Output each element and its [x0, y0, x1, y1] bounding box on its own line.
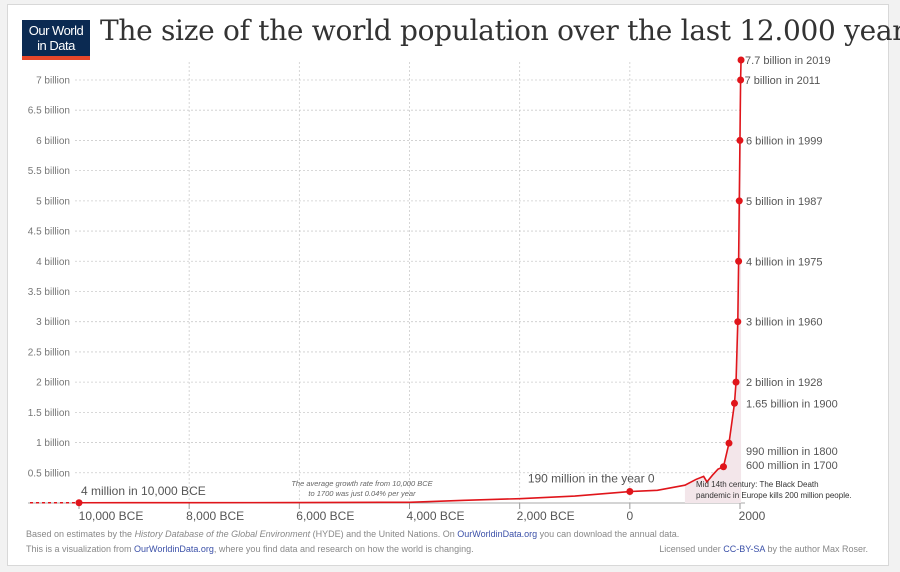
y-tick-label: 5 billion — [36, 196, 70, 207]
data-point — [735, 257, 743, 265]
owid-link[interactable]: OurWorldinData.org — [134, 544, 214, 554]
data-point — [75, 499, 83, 507]
shaded-area — [684, 59, 742, 503]
y-tick-label: 7 billion — [36, 75, 70, 86]
owid-logo[interactable]: Our World in Data — [22, 20, 90, 60]
footer-text: Based on estimates by the — [26, 529, 135, 539]
data-point-label: 6 billion in 1999 — [746, 135, 822, 147]
chart-frame — [7, 4, 889, 566]
data-point-label: 3 billion in 1960 — [746, 317, 822, 329]
data-point — [719, 463, 727, 471]
y-tick-label: 1 billion — [36, 438, 70, 449]
owid-link[interactable]: OurWorldinData.org — [457, 529, 538, 539]
footer-visualization: This is a visualization from OurWorldinD… — [26, 544, 474, 555]
y-tick-label: 4 billion — [36, 257, 70, 268]
data-point-label: 190 million in the year 0 — [528, 472, 655, 486]
y-tick-label: 5.5 billion — [28, 166, 70, 177]
footer-hyde: History Database of the Global Environme… — [134, 529, 311, 539]
population-line — [78, 59, 742, 504]
black-death-annotation: pandemic in Europe kills 200 million peo… — [696, 491, 852, 500]
x-tick-label: 2,000 BCE — [517, 509, 575, 523]
data-point — [732, 378, 740, 386]
footer-text: This is a visualization from — [26, 544, 135, 554]
data-point — [737, 76, 745, 84]
data-point-label: 990 million in 1800 — [746, 446, 838, 458]
y-tick-label: 2.5 billion — [28, 347, 70, 358]
growth-annotation: to 1700 was just 0.04% per year — [308, 489, 416, 498]
data-point-label: 1.65 billion in 1900 — [746, 398, 838, 410]
footer-text: by the author Max Roser. — [764, 544, 868, 554]
y-tick-label: 6 billion — [36, 136, 70, 147]
logo-line1: Our World — [28, 23, 84, 38]
x-tick-label: 2000 — [739, 509, 766, 523]
footer-text: you can download the annual data. — [537, 529, 680, 539]
x-tick-label: 6,000 BCE — [296, 509, 354, 523]
footer-text: , where you find data and research on ho… — [213, 544, 474, 554]
black-death-annotation: Mid 14th century: The Black Death — [696, 480, 819, 489]
y-tick-label: 1.5 billion — [28, 408, 70, 419]
x-tick-label: 4,000 BCE — [406, 509, 464, 523]
data-point-label: 7.7 billion in 2019 — [745, 55, 831, 67]
chart-title: The size of the world population over th… — [100, 14, 900, 47]
growth-annotation: The average growth rate from 10,000 BCE — [291, 479, 433, 488]
y-tick-label: 2 billion — [36, 378, 70, 389]
data-point — [725, 439, 733, 447]
data-point-label: 600 million in 1700 — [746, 460, 838, 472]
data-point — [734, 318, 742, 326]
y-tick-label: 3 billion — [36, 317, 70, 328]
data-point-label: 2 billion in 1928 — [746, 377, 822, 389]
data-point-label: 4 billion in 1975 — [746, 256, 822, 268]
footer-license: Licensed under CC-BY-SA by the author Ma… — [659, 544, 868, 555]
x-tick-label: 10,000 BCE — [79, 509, 144, 523]
license-link[interactable]: CC-BY-SA — [723, 544, 765, 554]
footer-text: (HYDE) and the United Nations. On — [310, 529, 458, 539]
footer-source: Based on estimates by the History Databa… — [26, 529, 679, 540]
x-tick-label: 0 — [626, 509, 633, 523]
y-tick-label: 4.5 billion — [28, 227, 70, 238]
data-point-label: 4 million in 10,000 BCE — [81, 484, 206, 498]
footer-text: Licensed under — [659, 544, 724, 554]
data-point — [626, 488, 634, 496]
y-tick-label: 3.5 billion — [28, 287, 70, 298]
data-point-label: 5 billion in 1987 — [746, 196, 822, 208]
data-point — [730, 399, 738, 407]
y-tick-label: 6.5 billion — [28, 106, 70, 117]
data-point-label: 7 billion in 2011 — [745, 75, 821, 87]
data-point — [737, 56, 745, 64]
x-tick-label: 8,000 BCE — [186, 509, 244, 523]
y-tick-label: 0.5 billion — [28, 468, 70, 479]
logo-line2: in Data — [37, 38, 75, 53]
data-point — [736, 136, 744, 144]
data-point — [735, 197, 743, 205]
